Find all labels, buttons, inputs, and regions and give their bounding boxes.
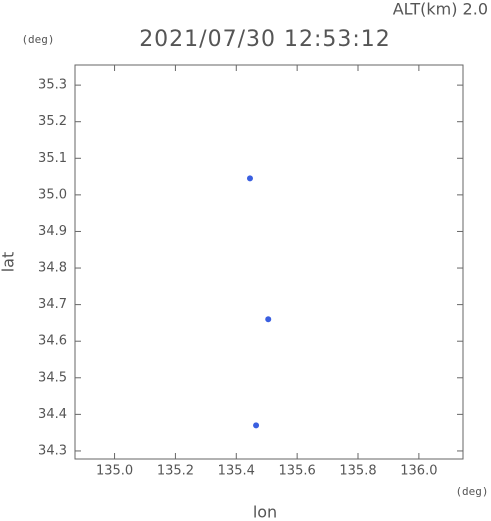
x-unit: (deg): [455, 485, 488, 498]
plot-frame: [74, 64, 464, 460]
chart-title: 2021/07/30 12:53:12: [139, 27, 391, 52]
y-tick-label: 34.8: [38, 261, 67, 276]
x-tick-label: 135.2: [157, 464, 194, 479]
y-tick-label: 35.0: [38, 187, 67, 202]
x-tick-label: 135.0: [96, 464, 133, 479]
x-axis-label: lon: [253, 503, 277, 521]
x-tick-label: 136.0: [400, 464, 437, 479]
x-tick-label: 135.8: [339, 464, 376, 479]
y-tick-label: 34.3: [38, 443, 67, 458]
y-tick-label: 34.9: [38, 224, 67, 239]
y-tick-label: 35.2: [38, 114, 67, 129]
x-tick-label: 135.4: [218, 464, 255, 479]
y-tick-label: 34.5: [38, 370, 67, 385]
y-tick-label: 34.7: [38, 297, 67, 312]
x-tick-label: 135.6: [279, 464, 316, 479]
y-tick-label: 35.1: [38, 151, 67, 166]
y-unit: (deg): [21, 33, 54, 46]
y-tick-label: 35.3: [38, 78, 67, 93]
y-tick-label: 34.4: [38, 407, 67, 422]
y-axis-label: lat: [0, 252, 18, 273]
annotation: ALT(km) 2.0: [393, 0, 488, 19]
point: [265, 316, 272, 323]
point: [253, 422, 260, 429]
y-tick-label: 34.6: [38, 334, 67, 349]
point: [246, 175, 253, 182]
